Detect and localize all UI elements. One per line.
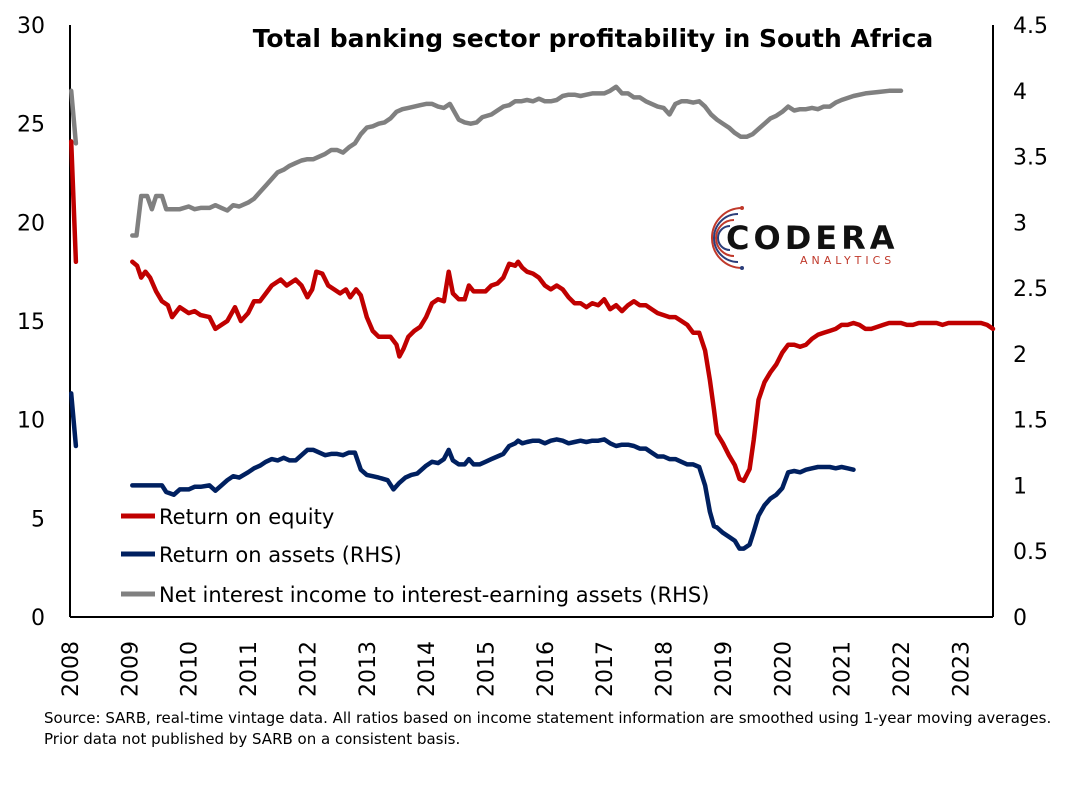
- x-tick-label-text: 2018: [653, 641, 678, 697]
- series-line-0-segment-0: [68, 139, 79, 265]
- y-right-tick-label: 2.5: [1013, 277, 1048, 302]
- series-line-2-segment-1: [130, 84, 904, 238]
- legend-label-roa: Return on assets (RHS): [159, 543, 402, 567]
- series-line-1-segment-0: [68, 391, 79, 449]
- x-tick-label: 2008: [59, 641, 84, 697]
- x-tick-label: 2015: [474, 641, 499, 697]
- y-left-tick-label: 5: [31, 507, 45, 532]
- x-tick-label-text: 2008: [59, 641, 84, 697]
- x-tick-label-text: 2015: [474, 641, 499, 697]
- y-left-tick-label: 10: [17, 409, 45, 434]
- y-right-tick-label: 4.5: [1013, 14, 1048, 39]
- y-right-tick-label: 0: [1013, 606, 1027, 631]
- y-right-tick-label: 3.5: [1013, 146, 1048, 171]
- x-tick-label-text: 2017: [593, 641, 618, 697]
- x-tick-label-text: 2011: [237, 641, 262, 697]
- y-left-tick-label: 30: [17, 14, 45, 39]
- logo-wordmark: CODERA: [726, 219, 899, 257]
- y-left-tick-label: 25: [17, 113, 45, 138]
- logo-subtitle: ANALYTICS: [800, 254, 895, 267]
- x-tick-label: 2011: [237, 641, 262, 697]
- x-tick-label: 2016: [534, 641, 559, 697]
- x-tick-label: 2019: [712, 641, 737, 697]
- y-left-tick-label: 0: [31, 606, 45, 631]
- x-tick-label: 2010: [178, 641, 203, 697]
- x-tick-label: 2012: [296, 641, 321, 697]
- legend-label-roe: Return on equity: [159, 505, 334, 529]
- x-tick-label-text: 2022: [890, 641, 915, 697]
- x-tick-label: 2017: [593, 641, 618, 697]
- x-tick-label-text: 2013: [356, 641, 381, 697]
- chart-title: Total banking sector profitability in So…: [253, 24, 934, 53]
- y-left-tick-label: 20: [17, 211, 45, 236]
- x-tick-label: 2021: [831, 641, 856, 697]
- y-right-tick-label: 0.5: [1013, 540, 1048, 565]
- y-right-tick-label: 4: [1013, 80, 1027, 105]
- x-tick-label-text: 2010: [178, 641, 203, 697]
- x-tick-label-text: 2016: [534, 641, 559, 697]
- y-right-tick-label: 2: [1013, 343, 1027, 368]
- x-tick-label: 2009: [118, 641, 143, 697]
- y-right-tick-label: 3: [1013, 211, 1027, 236]
- series-line-2-segment-0: [68, 88, 79, 146]
- circuit-logo-icon: [711, 206, 744, 270]
- chart-canvas: Total banking sector profitability in So…: [17, 14, 1048, 697]
- x-tick-label: 2014: [415, 641, 440, 697]
- y-right-tick-label: 1: [1013, 474, 1027, 499]
- x-tick-label: 2022: [890, 641, 915, 697]
- x-tick-label: 2023: [949, 641, 974, 697]
- x-tick-label-text: 2019: [712, 641, 737, 697]
- x-tick-label-text: 2020: [771, 641, 796, 697]
- x-tick-label: 2020: [771, 641, 796, 697]
- legend: Return on equity Return on assets (RHS) …: [121, 505, 709, 607]
- x-tick-label: 2018: [653, 641, 678, 697]
- x-tick-label-text: 2014: [415, 641, 440, 697]
- series-lines: [68, 84, 996, 551]
- x-tick-label-text: 2012: [296, 641, 321, 697]
- y-right-tick-label: 1.5: [1013, 409, 1048, 434]
- axes: 0 5 10 15 20 25 30 0 0.5 1 1.5 2 2.5 3 3.5 4 4.5 2008 2009…: [17, 14, 1048, 697]
- x-tick-label-text: 2023: [949, 641, 974, 697]
- source-note: Source: SARB, real-time vintage data. Al…: [44, 709, 1052, 748]
- x-tick-label: 2013: [356, 641, 381, 697]
- x-tick-label-text: 2009: [118, 641, 143, 697]
- codera-logo: CODERA ANALYTICS: [711, 206, 899, 270]
- series-line-1-segment-1: [130, 437, 856, 551]
- series-line-0-segment-1: [130, 259, 996, 484]
- x-tick-label-text: 2021: [831, 641, 856, 697]
- legend-label-nii: Net interest income to interest-earning …: [159, 583, 709, 607]
- y-left-tick-label: 15: [17, 310, 45, 335]
